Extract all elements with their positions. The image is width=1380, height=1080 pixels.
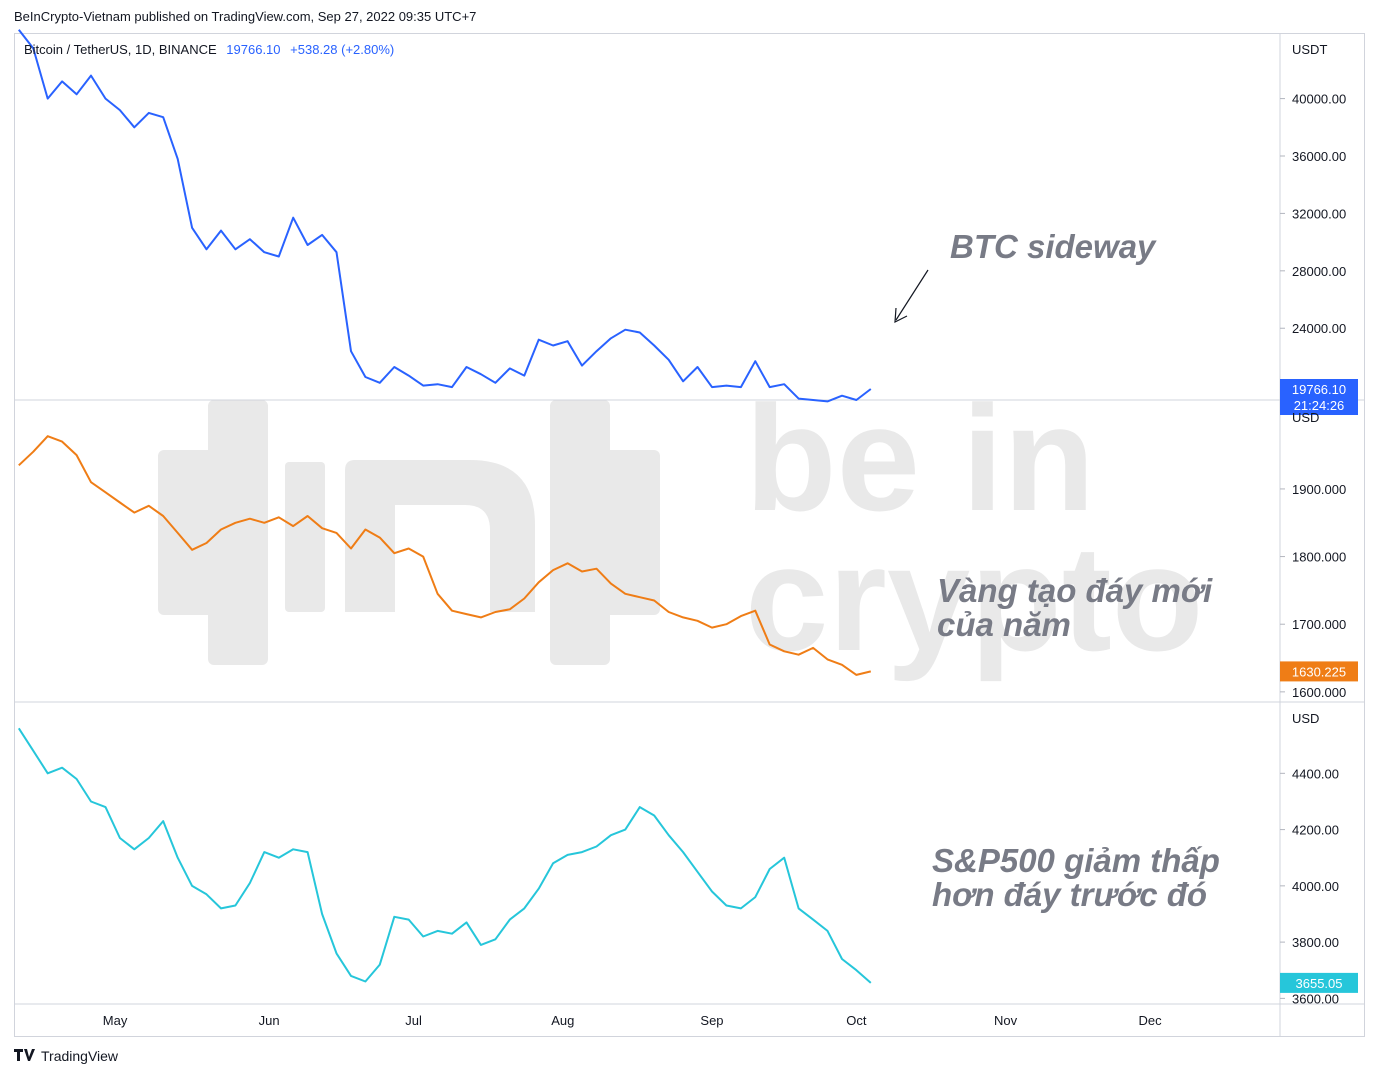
spx-annotation-line: S&P500 giảm thấp (932, 842, 1220, 879)
time-axis[interactable]: May Jun Jul Aug Sep Oct Nov Dec (103, 1013, 1162, 1028)
time-tick-label: Aug (551, 1013, 574, 1028)
gold-ytick-label: 1700.000 (1292, 617, 1346, 632)
legend-symbol: Bitcoin / TetherUS, 1D, BINANCE (24, 42, 217, 57)
btc-annotation-line: BTC sideway (950, 228, 1157, 265)
time-tick-label: May (103, 1013, 128, 1028)
gold-ytick-label: 1900.000 (1292, 482, 1346, 497)
spx-ytick-label: 4200.00 (1292, 823, 1339, 838)
gold-annotation-line: Vàng tạo đáy mới (937, 572, 1213, 609)
gold-ytick-label: 1800.000 (1292, 550, 1346, 565)
gold-last-value-badge (1280, 661, 1358, 682)
symbol-legend[interactable]: Bitcoin / TetherUS, 1D, BINANCE 19766.10… (24, 42, 394, 57)
gold-annotation: Vàng tạo đáy mới của năm (937, 572, 1213, 643)
btc-countdown-text: 21:24:26 (1294, 398, 1345, 413)
legend-change: +538.28 (+2.80%) (290, 42, 395, 57)
gold-annotation-line: của năm (937, 606, 1071, 643)
spx-ytick-label: 3600.00 (1292, 991, 1339, 1006)
watermark: be in crypto (158, 374, 1203, 682)
spx-ytick-label: 3800.00 (1292, 935, 1339, 950)
btc-annotation-arrowhead (894, 307, 908, 324)
tradingview-logo-icon (14, 1048, 36, 1064)
btc-annotation-arrow (895, 269, 929, 321)
btc-ytick-label: 40000.00 (1292, 92, 1346, 107)
btc-last-value-badge (1280, 379, 1358, 416)
btc-ytick-label: 24000.00 (1292, 321, 1346, 336)
btc-ytick-label: 28000.00 (1292, 264, 1346, 279)
tradingview-footer[interactable]: TradingView (14, 1048, 118, 1064)
time-tick-label: Jun (259, 1013, 280, 1028)
spx-currency-label: USD (1292, 711, 1319, 726)
spx-series-line (17, 727, 872, 984)
time-tick-label: Nov (994, 1013, 1018, 1028)
btc-ytick-label: 32000.00 (1292, 206, 1346, 221)
gold-panel: 1600.000 1700.000 1800.000 1900.000 USD Vàn… (18, 410, 1358, 700)
time-tick-label: Sep (700, 1013, 723, 1028)
btc-panel: 24000.00 28000.00 32000.00 36000.00 40000.00… (18, 29, 1358, 416)
chart-frame (14, 33, 1365, 1037)
tradingview-brand: TradingView (41, 1048, 119, 1064)
gold-last-value-text: 1630.225 (1292, 664, 1346, 679)
watermark-text-1: be in (745, 374, 1095, 542)
btc-series-line (18, 29, 872, 403)
btc-last-value-text: 19766.10 (1292, 382, 1346, 397)
spx-ytick-label: 4000.00 (1292, 879, 1339, 894)
gold-currency-label: USD (1292, 410, 1319, 425)
spx-last-value-text: 3655.05 (1296, 976, 1343, 991)
btc-annotation: BTC sideway (950, 228, 1157, 265)
legend-last-price: 19766.10 (226, 42, 281, 57)
gold-series-line (18, 435, 872, 676)
publisher-line: BeInCrypto-Vietnam published on TradingV… (14, 9, 477, 24)
spx-annotation: S&P500 giảm thấp hơn đáy trước đó (932, 842, 1220, 913)
time-tick-label: Oct (846, 1013, 867, 1028)
spx-last-value-badge (1280, 972, 1358, 993)
spx-annotation-line: hơn đáy trước đó (932, 876, 1207, 913)
time-tick-label: Dec (1138, 1013, 1162, 1028)
spx-ytick-label: 4400.00 (1292, 766, 1339, 781)
btc-currency-label: USDT (1292, 42, 1327, 57)
btc-ytick-label: 36000.00 (1292, 149, 1346, 164)
gold-ytick-label: 1600.000 (1292, 685, 1346, 700)
time-tick-label: Jul (405, 1013, 422, 1028)
